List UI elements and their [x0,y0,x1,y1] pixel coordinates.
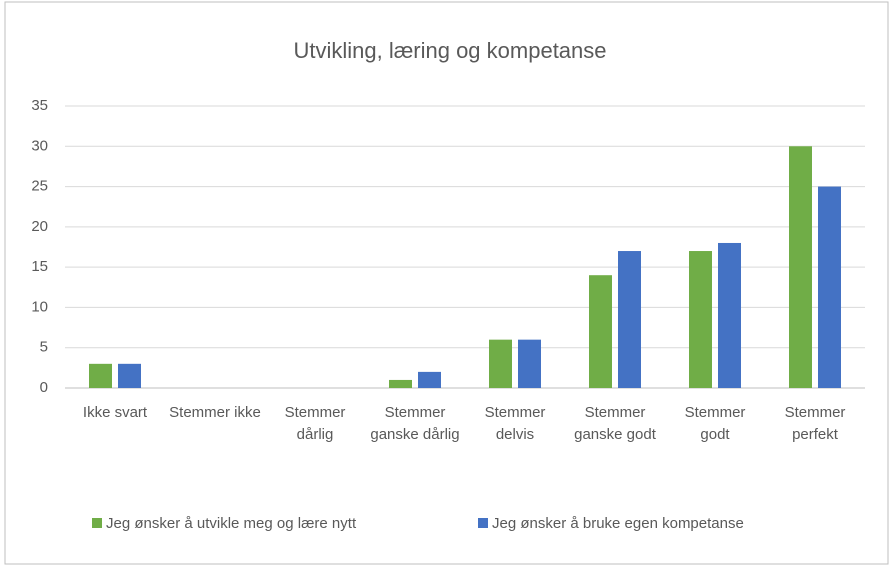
y-tick-label: 15 [31,258,48,275]
x-tick-label: Stemmer godt [684,404,746,443]
x-tick-label: Ikke svart [82,404,148,421]
bar [589,275,612,388]
x-tick-label: Stemmer ganske dårlig [370,404,460,443]
bar [118,363,141,388]
x-tick-label: Stemmer dårlig [284,404,346,443]
chart-border [4,1,889,565]
bar [418,371,441,388]
bar [389,379,412,388]
y-tick-label: 35 [31,97,48,114]
legend-label: Jeg ønsker å utvikle meg og lære nytt [106,515,357,532]
legend-swatch [92,518,102,528]
chart-title: Utvikling, læring og kompetanse [293,38,606,63]
bar [718,242,741,388]
y-tick-label: 20 [31,218,48,235]
bar [518,339,541,388]
bar [489,339,512,388]
bar [89,363,112,388]
x-tick-label: Stemmer ganske godt [574,404,656,443]
bar [818,186,841,388]
x-tick-label: Stemmer perfekt [784,404,846,443]
bar [618,251,641,388]
y-tick-label: 0 [40,379,48,396]
legend-swatch [478,518,488,528]
y-tick-label: 30 [31,137,48,154]
legend-label: Jeg ønsker å bruke egen kompetanse [492,515,744,532]
y-tick-label: 25 [31,178,48,195]
y-tick-label: 5 [40,339,48,356]
bar [789,146,812,388]
x-tick-label: Stemmer delvis [484,404,546,443]
x-tick-label: Stemmer ikke [169,404,261,421]
bar [689,251,712,388]
y-tick-label: 10 [31,298,48,315]
